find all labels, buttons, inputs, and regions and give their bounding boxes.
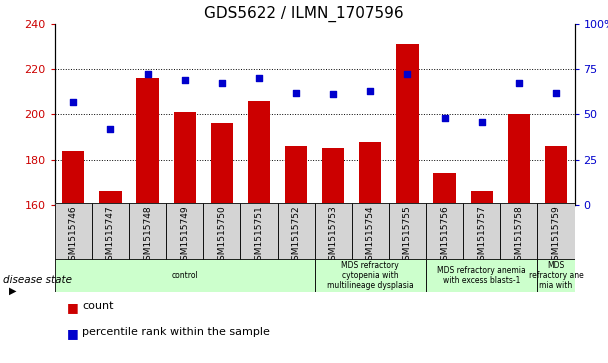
Bar	[173, 112, 196, 205]
Bar	[359, 142, 381, 205]
Bar	[203, 203, 240, 260]
Bar	[277, 203, 314, 260]
Point	[551, 90, 561, 95]
Text: GSM1515752: GSM1515752	[292, 205, 300, 266]
Text: GSM1515746: GSM1515746	[69, 205, 78, 266]
Bar	[99, 192, 122, 205]
Point	[365, 88, 375, 94]
Text: GSM1515748: GSM1515748	[143, 205, 152, 266]
Bar	[136, 78, 159, 205]
Text: percentile rank within the sample: percentile rank within the sample	[82, 327, 270, 337]
Bar	[508, 114, 530, 205]
Point	[477, 119, 486, 125]
Text: GSM1515755: GSM1515755	[403, 205, 412, 266]
Text: MDS
refractory ane
mia with: MDS refractory ane mia with	[528, 261, 583, 290]
Bar	[315, 259, 426, 292]
Bar	[315, 203, 352, 260]
Point	[328, 91, 338, 97]
Text: GSM1515759: GSM1515759	[551, 205, 561, 266]
Bar	[92, 203, 129, 260]
Point	[291, 90, 301, 95]
Bar	[210, 123, 233, 205]
Text: MDS refractory
cytopenia with
multilineage dysplasia: MDS refractory cytopenia with multilinea…	[327, 261, 413, 290]
Text: GSM1515751: GSM1515751	[254, 205, 263, 266]
Bar	[322, 148, 344, 205]
Bar	[471, 192, 493, 205]
Bar	[62, 151, 85, 205]
Bar	[500, 203, 537, 260]
Bar	[426, 203, 463, 260]
Text: GSM1515753: GSM1515753	[329, 205, 337, 266]
Text: GSM1515749: GSM1515749	[180, 205, 189, 266]
Bar	[463, 203, 500, 260]
Text: disease state: disease state	[3, 275, 72, 285]
Bar	[248, 101, 270, 205]
Bar	[545, 146, 567, 205]
Point	[69, 99, 78, 105]
Bar	[55, 259, 315, 292]
Text: ▶: ▶	[9, 286, 16, 296]
Text: ■: ■	[67, 301, 78, 314]
Bar	[389, 203, 426, 260]
Text: GDS5622 / ILMN_1707596: GDS5622 / ILMN_1707596	[204, 5, 404, 22]
Bar	[240, 203, 277, 260]
Text: GSM1515754: GSM1515754	[366, 205, 375, 266]
Bar	[129, 203, 166, 260]
Text: MDS refractory anemia
with excess blasts-1: MDS refractory anemia with excess blasts…	[437, 266, 526, 285]
Bar	[352, 203, 389, 260]
Text: GSM1515750: GSM1515750	[217, 205, 226, 266]
Point	[254, 75, 264, 81]
Point	[217, 81, 227, 86]
Bar	[434, 173, 456, 205]
Text: GSM1515757: GSM1515757	[477, 205, 486, 266]
Text: count: count	[82, 301, 114, 311]
Text: ■: ■	[67, 327, 78, 340]
Bar	[55, 203, 92, 260]
Text: GSM1515758: GSM1515758	[514, 205, 523, 266]
Point	[440, 115, 449, 121]
Text: GSM1515756: GSM1515756	[440, 205, 449, 266]
Bar	[166, 203, 203, 260]
Text: GSM1515747: GSM1515747	[106, 205, 115, 266]
Point	[180, 77, 190, 83]
Text: control: control	[171, 271, 198, 280]
Point	[143, 72, 153, 77]
Bar	[537, 259, 575, 292]
Bar	[285, 146, 307, 205]
Bar	[396, 44, 418, 205]
Point	[402, 72, 412, 77]
Point	[106, 126, 116, 132]
Bar	[537, 203, 575, 260]
Bar	[426, 259, 537, 292]
Point	[514, 81, 523, 86]
